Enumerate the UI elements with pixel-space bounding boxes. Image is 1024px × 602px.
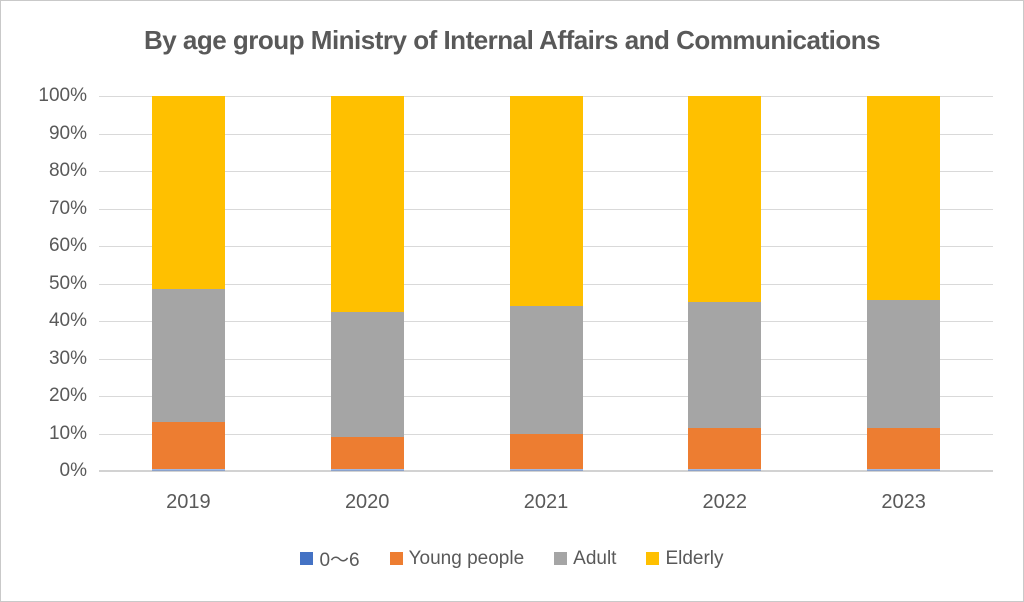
bar-segment-elderly-2021: [509, 96, 583, 306]
legend-swatch-elderly: [646, 552, 660, 565]
x-axis-category-label: 2020: [344, 491, 390, 513]
legend-item-elderly: Elderly: [646, 547, 724, 570]
bar-segment-elderly-2020: [330, 96, 404, 312]
bar-segment-0-6-2022: [688, 469, 762, 471]
bar-segment-young-people-2023: [867, 427, 941, 470]
x-axis-category-label: 2019: [166, 491, 211, 513]
bar-segment-young-people-2019: [151, 422, 225, 470]
x-axis-category-label: 2022: [702, 491, 748, 513]
x-axis-baseline: [99, 470, 993, 472]
bar-segment-0-6-2020: [330, 469, 404, 471]
bar-segment-adult-2021: [509, 306, 583, 434]
y-axis-tick-label: 80%: [48, 160, 87, 181]
legend-swatch-young-people: [389, 552, 403, 565]
legend-swatch-adult: [554, 552, 568, 565]
bar-segment-elderly-2019: [151, 96, 225, 290]
bar-segment-adult-2019: [151, 289, 225, 423]
bar-segment-young-people-2022: [688, 427, 762, 470]
bar-segment-young-people-2020: [330, 437, 404, 470]
y-axis-tick-label: 60%: [48, 235, 87, 256]
legend-label: Elderly: [665, 547, 724, 569]
bar-segment-elderly-2022: [688, 96, 762, 303]
legend-swatch-0-6: [300, 552, 314, 565]
y-axis-tick-label: 90%: [48, 122, 87, 144]
bar-segment-young-people-2021: [509, 433, 583, 470]
legend-label: Adult: [573, 547, 617, 569]
legend-item-0-6: 0〜6: [300, 545, 360, 572]
chart-title: By age group Ministry of Internal Affair…: [143, 25, 881, 55]
y-axis-tick-label: 10%: [48, 422, 87, 444]
legend-item-adult: Adult: [554, 548, 616, 570]
y-axis-tick-label: 70%: [48, 197, 87, 219]
y-axis-tick-label: 40%: [48, 310, 87, 331]
bar-segment-0-6-2023: [867, 469, 941, 471]
y-axis-tick-label: 100%: [38, 85, 87, 106]
x-axis-category-label: 2021: [523, 491, 569, 513]
bar-segment-adult-2023: [867, 300, 941, 428]
legend-label: 0〜6: [319, 550, 360, 571]
y-axis-tick-label: 0%: [59, 460, 87, 481]
x-axis-category-label: 2023: [881, 491, 926, 513]
legend-label: Young people: [408, 547, 525, 569]
y-axis-tick-label: 30%: [48, 347, 87, 369]
plot-area: [99, 96, 993, 472]
y-axis-tick-label: 50%: [48, 272, 87, 294]
bar-segment-0-6-2019: [151, 469, 225, 471]
legend: 0〜6 Young people Adult Elderly: [1, 545, 1023, 572]
bar-segment-adult-2022: [688, 302, 762, 428]
bar-segment-0-6-2021: [509, 469, 583, 471]
y-axis-tick-label: 20%: [48, 385, 87, 406]
bar-segment-adult-2020: [330, 311, 404, 438]
legend-item-young-people: Young people: [389, 547, 525, 570]
bar-segment-elderly-2023: [867, 96, 941, 301]
